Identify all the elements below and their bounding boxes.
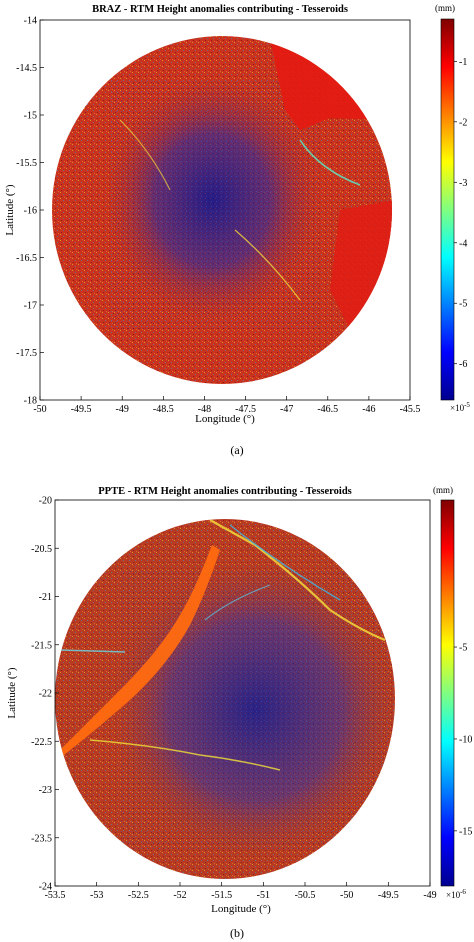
panel-b-x-tick-label: -51 <box>257 890 270 901</box>
panel-b-y-tick-label: -22.5 <box>31 737 52 748</box>
panel-b-x-tick-label: -49.5 <box>378 890 399 901</box>
panel-a-colorbar-tick-label: -1 <box>459 57 467 68</box>
panel-b-river <box>209 519 386 642</box>
panel-a: BRAZ - RTM Height anomalies contributing… <box>4 3 470 457</box>
panel-a-x-tick-label: -49.5 <box>71 404 92 415</box>
panel-b-y-tick-label: -21.5 <box>31 640 52 651</box>
panel-a-x-tick-label: -49 <box>116 404 129 415</box>
panel-b-y-tick-label: -22 <box>39 689 52 700</box>
panel-a-ylabel: Latitude (°) <box>4 184 16 235</box>
panel-b-x-tick-label: -49 <box>423 890 436 901</box>
panel-b-high-ridge <box>55 545 220 762</box>
panel-b-colorbar-ramp <box>440 499 455 887</box>
panel-a-colorbar-tick-label: -2 <box>459 117 467 128</box>
panel-b-colorbar-multiplier-base: ×10 <box>446 890 461 900</box>
panel-b-colorbar-exponent: -6 <box>460 888 466 896</box>
panel-a-x-tick-label: -48.5 <box>153 404 174 415</box>
panel-a-colorbar: (mm) -1-2-3-4-5-6 ×10-5 <box>435 3 470 413</box>
panel-a-x-tick-label: -50 <box>33 404 46 415</box>
panel-a-colorbar-ramp <box>440 18 455 401</box>
panel-b-x-ticks: -53.5 -53 -52.5 -52 -51.5 -51 -50.5 -50 -49.5 -49 <box>45 882 437 901</box>
panel-a-drainage-line <box>234 229 301 301</box>
panel-a-colorbar-multiplier-base: ×10 <box>450 403 465 413</box>
panel-b-y-tick-label: -21 <box>39 592 52 603</box>
panel-b-low-core-texture <box>120 570 390 850</box>
panel-b: PPTE - RTM Height anomalies contributing… <box>6 485 472 940</box>
panel-b-colorbar-multiplier: ×10-6 <box>446 888 466 900</box>
panel-b-y-ticks: -20 -20.5 -21 -21.5 -22 -22.5 -23 -23.5 -24 <box>31 496 59 893</box>
panel-b-colorbar-ticks: -5 -10 -15 <box>454 643 472 837</box>
panel-b-river <box>59 649 126 653</box>
panel-a-y-ticks: -14 -14.5 -15 -15.5 -16 -16.5 -17 -17.5 -18 <box>16 16 44 407</box>
panel-b-x-tick-label: -53 <box>90 890 103 901</box>
panel-a-y-tick-label: -17.5 <box>16 348 37 359</box>
panel-b-colorbar-tick-label: -5 <box>459 643 467 654</box>
panel-a-y-tick-label: -14 <box>24 16 37 27</box>
panel-b-river <box>229 524 341 601</box>
panel-a-colorbar-tick-label: -6 <box>459 359 467 370</box>
panel-a-y-tick-label: -16.5 <box>16 253 37 264</box>
panel-a-drainage-line <box>119 119 171 191</box>
panel-b-x-tick-label: -51.5 <box>211 890 232 901</box>
panel-b-ylabel: Latitude (°) <box>6 667 18 718</box>
panel-b-river <box>89 739 281 771</box>
panel-a-colorbar-tick-label: -3 <box>459 178 467 189</box>
panel-b-colorbar-tick-label: -10 <box>459 734 472 745</box>
panel-a-x-tick-label: -48 <box>198 404 211 415</box>
panel-a-low-core-texture <box>110 80 320 330</box>
panel-b-colorbar-unit: (mm) <box>433 485 453 495</box>
panel-a-drainage-line <box>299 139 361 186</box>
panel-a-heatmap <box>52 36 392 384</box>
panel-a-y-tick-label: -15 <box>24 111 37 122</box>
panel-a-xlabel: Longitude (°) <box>195 413 255 425</box>
panel-a-x-tick-label: -46.5 <box>317 404 338 415</box>
panel-b-x-tick-label: -50.5 <box>295 890 316 901</box>
panel-a-colorbar-ticks: -1 -2 -3 -4 -5 -6 <box>454 57 467 370</box>
panel-b-y-tick-label: -20.5 <box>31 544 52 555</box>
panel-b-river <box>204 584 271 621</box>
panel-a-y-tick-label: -18 <box>24 396 37 407</box>
panel-b-x-tick-label: -52.5 <box>128 890 149 901</box>
panel-a-x-tick-label: -47.5 <box>235 404 256 415</box>
panel-a-x-tick-label: -46 <box>362 404 375 415</box>
panel-b-x-tick-label: -50 <box>340 890 353 901</box>
panel-b-colorbar-tick-label: -15 <box>459 826 472 837</box>
panel-b-y-tick-label: -23 <box>39 785 52 796</box>
panel-a-y-tick-label: -17 <box>24 301 37 312</box>
panel-a-colorbar-unit: (mm) <box>435 3 455 13</box>
panel-a-x-ticks: -50 -49.5 -49 -48.5 -48 -47.5 -47 -46.5 -46 -45.5 <box>33 396 420 415</box>
panel-b-y-tick-label: -20 <box>39 496 52 507</box>
panel-a-colorbar-multiplier: ×10-5 <box>450 401 470 413</box>
panel-a-colorbar-tick-label: -4 <box>459 238 467 249</box>
panel-b-x-tick-label: -52 <box>173 890 186 901</box>
panel-b-colorbar: (mm) -5 -10 -15 ×10-6 <box>433 485 472 900</box>
panel-a-x-tick-label: -45.5 <box>400 404 421 415</box>
panel-b-title: PPTE - RTM Height anomalies contributing… <box>98 486 352 497</box>
panel-a-y-tick-label: -14.5 <box>16 63 37 74</box>
panel-a-y-tick-label: -16 <box>24 206 37 217</box>
panel-b-caption: (b) <box>230 926 244 940</box>
panel-a-colorbar-tick-label: -5 <box>459 299 467 310</box>
panel-b-y-tick-label: -23.5 <box>31 833 52 844</box>
panel-a-colorbar-exponent: -5 <box>464 401 470 409</box>
panel-a-y-tick-label: -15.5 <box>16 158 37 169</box>
panel-a-title: BRAZ - RTM Height anomalies contributing… <box>92 4 348 15</box>
panel-b-x-tick-label: -53.5 <box>45 890 66 901</box>
panel-b-y-tick-label: -24 <box>39 882 52 893</box>
panel-b-heatmap <box>55 519 395 879</box>
panel-a-caption: (a) <box>230 443 243 457</box>
panel-a-x-tick-label: -47 <box>280 404 293 415</box>
panel-b-xlabel: Longitude (°) <box>211 903 271 915</box>
